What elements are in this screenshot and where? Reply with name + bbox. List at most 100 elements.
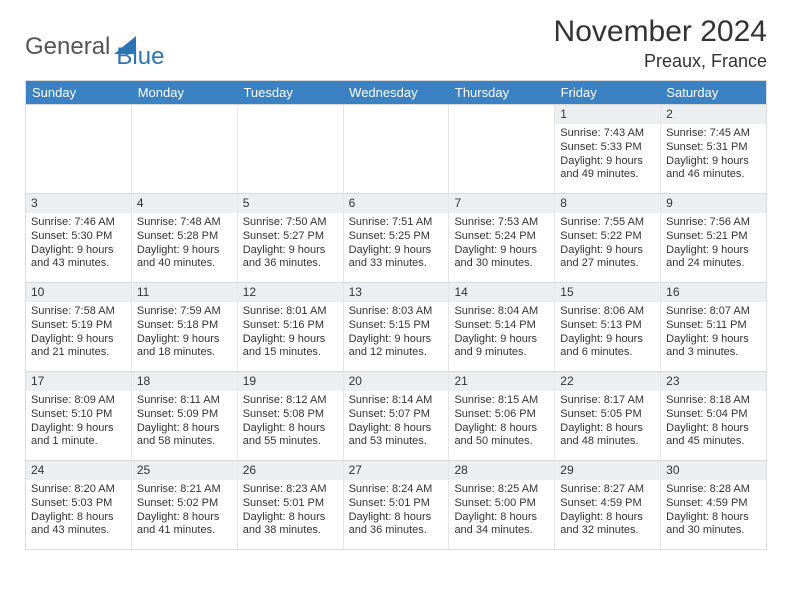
day-number: 11 [132,283,237,302]
calendar-cell: 10Sunrise: 7:58 AMSunset: 5:19 PMDayligh… [26,283,132,371]
sunset-text: Sunset: 5:11 PM [666,319,761,333]
cell-body: Sunrise: 7:46 AMSunset: 5:30 PMDaylight:… [26,213,131,275]
dayhead-sat: Saturday [660,81,766,104]
day2-text: and 9 minutes. [454,346,549,360]
sunrise-text: Sunrise: 8:07 AM [666,305,761,319]
day-number: 12 [238,283,343,302]
sunrise-text: Sunrise: 8:09 AM [31,394,126,408]
day1-text: Daylight: 8 hours [349,422,444,436]
sunrise-text: Sunrise: 8:01 AM [243,305,338,319]
cell-body: Sunrise: 8:28 AMSunset: 4:59 PMDaylight:… [661,480,766,542]
day1-text: Daylight: 9 hours [31,422,126,436]
day1-text: Daylight: 9 hours [666,155,761,169]
day2-text: and 58 minutes. [137,435,232,449]
sunrise-text: Sunrise: 7:58 AM [31,305,126,319]
day-number: 26 [238,461,343,480]
day-number: 20 [344,372,449,391]
day-number: 29 [555,461,660,480]
sunset-text: Sunset: 5:07 PM [349,408,444,422]
day1-text: Daylight: 8 hours [137,422,232,436]
cell-body [26,109,131,116]
day1-text: Daylight: 8 hours [454,422,549,436]
day2-text: and 36 minutes. [243,257,338,271]
day2-text: and 55 minutes. [243,435,338,449]
logo-word1: General [25,33,110,61]
calendar-cell: 23Sunrise: 8:18 AMSunset: 5:04 PMDayligh… [661,372,766,460]
day1-text: Daylight: 9 hours [137,333,232,347]
calendar-cell: 5Sunrise: 7:50 AMSunset: 5:27 PMDaylight… [238,194,344,282]
day1-text: Daylight: 8 hours [560,511,655,525]
cell-body: Sunrise: 8:24 AMSunset: 5:01 PMDaylight:… [344,480,449,542]
cell-body: Sunrise: 8:20 AMSunset: 5:03 PMDaylight:… [26,480,131,542]
calendar-cell: 25Sunrise: 8:21 AMSunset: 5:02 PMDayligh… [132,461,238,549]
calendar-cell: 8Sunrise: 7:55 AMSunset: 5:22 PMDaylight… [555,194,661,282]
cell-body: Sunrise: 7:48 AMSunset: 5:28 PMDaylight:… [132,213,237,275]
title-location: Preaux, France [554,51,767,72]
sunset-text: Sunset: 5:02 PM [137,497,232,511]
sunrise-text: Sunrise: 7:50 AM [243,216,338,230]
sunset-text: Sunset: 4:59 PM [666,497,761,511]
sunset-text: Sunset: 5:01 PM [349,497,444,511]
calendar-cell: 11Sunrise: 7:59 AMSunset: 5:18 PMDayligh… [132,283,238,371]
day2-text: and 27 minutes. [560,257,655,271]
calendar-cell [449,105,555,193]
cell-body: Sunrise: 8:15 AMSunset: 5:06 PMDaylight:… [449,391,554,453]
dayhead-fri: Friday [555,81,661,104]
sunset-text: Sunset: 5:33 PM [560,141,655,155]
title-month: November 2024 [554,15,767,49]
calendar-cell: 3Sunrise: 7:46 AMSunset: 5:30 PMDaylight… [26,194,132,282]
sunrise-text: Sunrise: 8:27 AM [560,483,655,497]
day2-text: and 50 minutes. [454,435,549,449]
cell-body: Sunrise: 7:51 AMSunset: 5:25 PMDaylight:… [344,213,449,275]
cell-body [132,109,237,116]
calendar-cell: 22Sunrise: 8:17 AMSunset: 5:05 PMDayligh… [555,372,661,460]
sunset-text: Sunset: 5:27 PM [243,230,338,244]
cell-body: Sunrise: 7:58 AMSunset: 5:19 PMDaylight:… [26,302,131,364]
day2-text: and 38 minutes. [243,524,338,538]
calendar-cell: 26Sunrise: 8:23 AMSunset: 5:01 PMDayligh… [238,461,344,549]
day-number: 24 [26,461,131,480]
sunset-text: Sunset: 5:22 PM [560,230,655,244]
day2-text: and 24 minutes. [666,257,761,271]
day1-text: Daylight: 9 hours [349,333,444,347]
calendar-cell: 14Sunrise: 8:04 AMSunset: 5:14 PMDayligh… [449,283,555,371]
calendar-cell: 27Sunrise: 8:24 AMSunset: 5:01 PMDayligh… [344,461,450,549]
calendar-cell: 6Sunrise: 7:51 AMSunset: 5:25 PMDaylight… [344,194,450,282]
sunset-text: Sunset: 5:09 PM [137,408,232,422]
logo: General Blue [25,23,164,71]
day1-text: Daylight: 9 hours [31,333,126,347]
calendar-cell: 7Sunrise: 7:53 AMSunset: 5:24 PMDaylight… [449,194,555,282]
day1-text: Daylight: 9 hours [666,333,761,347]
sunrise-text: Sunrise: 7:45 AM [666,127,761,141]
day-header-row: Sunday Monday Tuesday Wednesday Thursday… [26,81,766,104]
day2-text: and 30 minutes. [454,257,549,271]
calendar-cell: 12Sunrise: 8:01 AMSunset: 5:16 PMDayligh… [238,283,344,371]
calendar-cell: 16Sunrise: 8:07 AMSunset: 5:11 PMDayligh… [661,283,766,371]
week-row: 24Sunrise: 8:20 AMSunset: 5:03 PMDayligh… [26,460,766,549]
cell-body: Sunrise: 7:56 AMSunset: 5:21 PMDaylight:… [661,213,766,275]
day1-text: Daylight: 8 hours [31,511,126,525]
day1-text: Daylight: 8 hours [666,511,761,525]
day2-text: and 32 minutes. [560,524,655,538]
day-number: 19 [238,372,343,391]
day-number: 13 [344,283,449,302]
day-number: 27 [344,461,449,480]
calendar-cell: 28Sunrise: 8:25 AMSunset: 5:00 PMDayligh… [449,461,555,549]
cell-body: Sunrise: 8:12 AMSunset: 5:08 PMDaylight:… [238,391,343,453]
cell-body: Sunrise: 8:04 AMSunset: 5:14 PMDaylight:… [449,302,554,364]
sunrise-text: Sunrise: 8:18 AM [666,394,761,408]
day2-text: and 49 minutes. [560,168,655,182]
cell-body: Sunrise: 8:21 AMSunset: 5:02 PMDaylight:… [132,480,237,542]
calendar-cell [132,105,238,193]
calendar-cell: 19Sunrise: 8:12 AMSunset: 5:08 PMDayligh… [238,372,344,460]
day-number: 15 [555,283,660,302]
dayhead-tue: Tuesday [237,81,343,104]
sunset-text: Sunset: 5:04 PM [666,408,761,422]
sunset-text: Sunset: 5:05 PM [560,408,655,422]
sunrise-text: Sunrise: 8:21 AM [137,483,232,497]
day2-text: and 34 minutes. [454,524,549,538]
day1-text: Daylight: 9 hours [560,155,655,169]
day-number: 23 [661,372,766,391]
day1-text: Daylight: 9 hours [666,244,761,258]
calendar-cell: 21Sunrise: 8:15 AMSunset: 5:06 PMDayligh… [449,372,555,460]
